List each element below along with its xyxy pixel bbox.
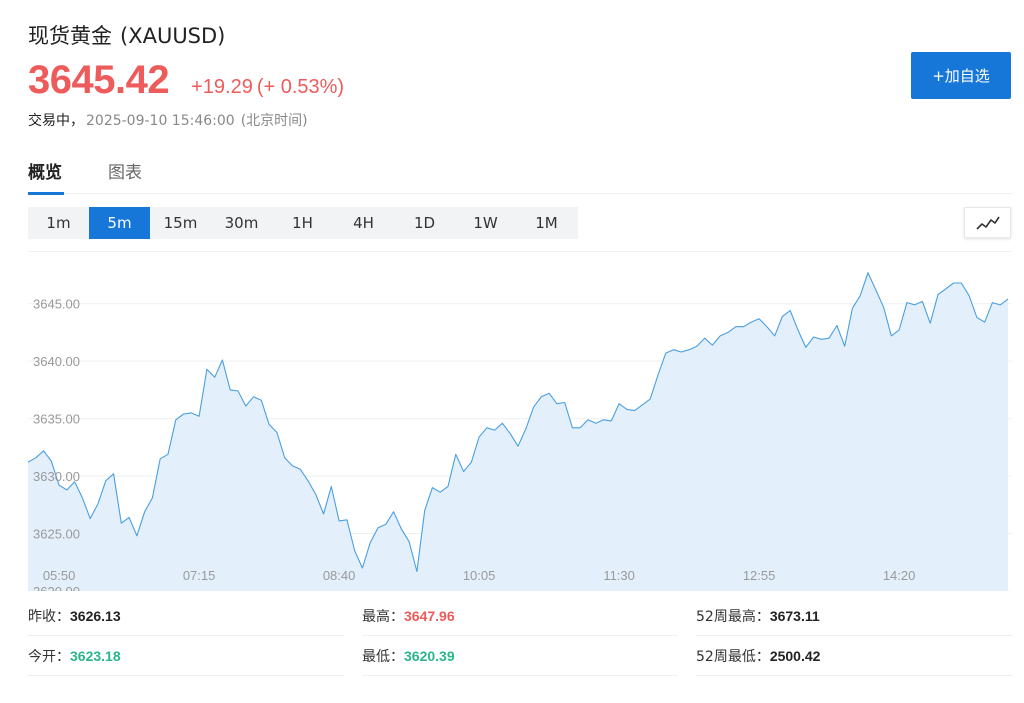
period-4h[interactable]: 4H	[353, 214, 374, 232]
tab-bar: 概览 图表	[28, 154, 1012, 195]
x-tick-label: 14:20	[883, 568, 916, 583]
period-15m[interactable]: 15m	[163, 214, 198, 232]
y-tick-label: 3640.00	[33, 354, 80, 369]
price-area-fill	[28, 272, 1008, 591]
price-chart-svg: 3620.00 3625.00 3630.00 3635.00 3640.00 3645.…	[28, 272, 1012, 591]
x-tick-label: 08:40	[323, 568, 356, 583]
x-tick-label: 12:55	[743, 568, 776, 583]
add-watchlist-button[interactable]: +加自选	[911, 52, 1011, 99]
stat-high: 最高： 3647.96	[362, 596, 678, 636]
quote-datetime: 2025-09-10 15:46:00	[86, 113, 235, 129]
stat-open: 今开： 3623.18	[28, 636, 344, 676]
period-1m[interactable]: 1m	[46, 214, 71, 232]
tab-overview[interactable]: 概览	[28, 163, 62, 183]
y-tick-label: 3630.00	[33, 469, 80, 484]
line-chart-icon	[975, 216, 1000, 230]
stat-label: 今开：	[28, 648, 70, 665]
tab-chart[interactable]: 图表	[108, 163, 142, 183]
y-tick-label: 3620.00	[33, 584, 80, 591]
period-1h[interactable]: 1H	[292, 214, 313, 232]
trading-status: 交易中， 2025-09-10 15:46:00 (北京时间)	[28, 110, 308, 130]
stat-value: 3623.18	[70, 647, 121, 664]
period-5m[interactable]: 5m	[89, 207, 150, 239]
timezone-note: (北京时间)	[240, 113, 308, 129]
stat-label: 52周最低：	[696, 648, 770, 665]
y-tick-label: 3625.00	[33, 527, 80, 542]
x-tick-label: 05:50	[43, 568, 76, 583]
y-tick-label: 3635.00	[33, 412, 80, 427]
stat-52w-low: 52周最低： 2500.42	[696, 636, 1012, 676]
stat-value: 3673.11	[769, 607, 820, 624]
period-1w[interactable]: 1W	[473, 214, 498, 232]
active-tab-indicator	[28, 192, 64, 195]
stat-label: 昨收：	[28, 608, 70, 625]
stat-value: 3647.96	[404, 607, 455, 624]
price-change-percent: (+ 0.53%)	[256, 76, 345, 98]
x-tick-label: 10:05	[463, 568, 496, 583]
price-change: +19.29	[191, 76, 253, 98]
price-series-line	[28, 272, 1009, 573]
y-tick-label: 3645.00	[33, 297, 80, 312]
instrument-code: (XAUUSD)	[120, 24, 226, 48]
x-tick-label: 11:30	[603, 568, 635, 583]
last-price: 3645.42	[28, 58, 170, 102]
instrument-title: 现货黄金 (XAUUSD)	[28, 20, 225, 50]
stat-prev-close: 昨收： 3626.13	[28, 596, 344, 636]
period-1d[interactable]: 1D	[413, 214, 436, 232]
stat-label: 最低：	[362, 648, 404, 665]
price-chart[interactable]: 3620.00 3625.00 3630.00 3635.00 3640.00 3645.…	[28, 251, 1012, 591]
stat-value: 3620.39	[404, 647, 455, 664]
stat-52w-high: 52周最高： 3673.11	[696, 596, 1012, 636]
stat-low: 最低： 3620.39	[362, 636, 678, 676]
period-1mo[interactable]: 1M	[535, 214, 558, 232]
chart-type-button[interactable]	[964, 207, 1011, 238]
period-selector: 1m 5m 15m 30m 1H 4H 1D 1W 1M	[28, 207, 578, 239]
status-text: 交易中，	[28, 113, 84, 129]
stat-label: 最高：	[362, 608, 404, 625]
instrument-name: 现货黄金	[28, 24, 112, 48]
stat-value: 3626.13	[70, 607, 121, 624]
stat-label: 52周最高：	[696, 608, 770, 625]
period-30m[interactable]: 30m	[224, 214, 259, 232]
stat-value: 2500.42	[769, 647, 821, 664]
price-row: 3645.42 +19.29 (+ 0.53%)	[28, 58, 344, 103]
x-tick-label: 07:15	[183, 568, 216, 583]
